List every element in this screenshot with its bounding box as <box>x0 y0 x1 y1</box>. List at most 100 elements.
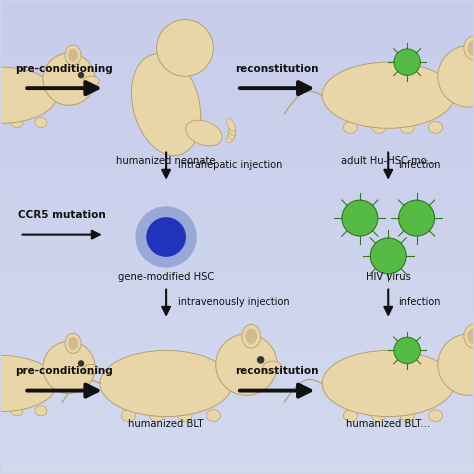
Bar <box>0 246 474 251</box>
Bar <box>0 346 474 350</box>
Ellipse shape <box>226 130 236 143</box>
Bar <box>0 204 474 209</box>
Bar <box>0 232 474 237</box>
Bar <box>0 48 474 53</box>
Bar <box>0 327 474 331</box>
Circle shape <box>156 19 213 76</box>
Bar <box>0 76 474 81</box>
Ellipse shape <box>343 410 357 421</box>
Bar <box>0 450 474 455</box>
Bar <box>0 355 474 360</box>
Ellipse shape <box>226 118 236 131</box>
Bar <box>0 388 474 393</box>
Ellipse shape <box>11 406 23 416</box>
Bar <box>0 426 474 431</box>
Bar <box>0 143 474 147</box>
Bar <box>0 24 474 29</box>
Ellipse shape <box>206 410 220 421</box>
Circle shape <box>394 337 420 364</box>
Bar <box>0 379 474 383</box>
Ellipse shape <box>400 410 414 421</box>
Circle shape <box>394 49 420 75</box>
Ellipse shape <box>228 126 236 140</box>
Bar <box>0 175 474 180</box>
Ellipse shape <box>428 410 443 421</box>
Bar <box>0 19 474 24</box>
Bar <box>0 133 474 138</box>
Circle shape <box>43 341 95 393</box>
Text: intrahepatic injection: intrahepatic injection <box>178 160 283 170</box>
Bar <box>0 383 474 388</box>
Bar <box>0 138 474 143</box>
Ellipse shape <box>65 333 81 354</box>
Bar <box>0 374 474 379</box>
Text: pre-conditioning: pre-conditioning <box>16 64 113 74</box>
Ellipse shape <box>245 328 257 344</box>
Bar <box>0 10 474 15</box>
Circle shape <box>78 72 84 78</box>
Bar <box>0 5 474 10</box>
Text: HIV virus: HIV virus <box>366 272 410 282</box>
Bar <box>0 308 474 313</box>
Bar <box>0 109 474 114</box>
Circle shape <box>438 334 474 395</box>
Bar <box>0 275 474 280</box>
Bar <box>0 95 474 100</box>
Circle shape <box>43 53 95 105</box>
Bar <box>0 38 474 43</box>
Bar <box>0 15 474 19</box>
Ellipse shape <box>68 337 78 350</box>
Bar <box>0 29 474 34</box>
Bar <box>0 161 474 166</box>
Ellipse shape <box>242 324 261 348</box>
Circle shape <box>257 356 264 364</box>
Bar <box>0 436 474 440</box>
Ellipse shape <box>322 62 455 128</box>
Text: humanized BLT: humanized BLT <box>128 419 204 428</box>
Ellipse shape <box>372 410 386 421</box>
Bar <box>0 341 474 346</box>
Bar <box>0 0 474 5</box>
Circle shape <box>342 200 378 236</box>
Ellipse shape <box>464 36 474 60</box>
Bar <box>0 265 474 270</box>
Circle shape <box>146 217 186 257</box>
Ellipse shape <box>186 120 222 146</box>
Bar <box>0 303 474 308</box>
Bar <box>0 86 474 91</box>
Ellipse shape <box>65 45 81 65</box>
Bar <box>0 251 474 256</box>
Bar <box>0 213 474 218</box>
Bar <box>0 57 474 62</box>
Ellipse shape <box>35 406 47 416</box>
Bar <box>0 190 474 194</box>
Bar <box>0 100 474 105</box>
Text: pre-conditioning: pre-conditioning <box>16 366 113 376</box>
Bar <box>0 421 474 426</box>
Bar <box>0 199 474 204</box>
Ellipse shape <box>228 122 236 136</box>
Ellipse shape <box>467 328 474 344</box>
Text: gene-modified HSC: gene-modified HSC <box>118 272 214 282</box>
Bar <box>0 91 474 95</box>
Ellipse shape <box>0 356 57 411</box>
Bar <box>0 407 474 412</box>
Bar <box>0 294 474 299</box>
Bar <box>0 284 474 289</box>
Bar <box>0 228 474 232</box>
Ellipse shape <box>83 365 99 374</box>
Circle shape <box>438 46 474 107</box>
Bar <box>0 417 474 421</box>
Text: infection: infection <box>398 297 440 307</box>
Bar <box>0 53 474 57</box>
Bar <box>0 128 474 133</box>
Bar <box>0 289 474 294</box>
Bar <box>0 124 474 128</box>
Bar <box>0 402 474 407</box>
Bar <box>0 350 474 355</box>
Ellipse shape <box>467 40 474 55</box>
Bar <box>0 152 474 156</box>
Bar <box>0 270 474 275</box>
Ellipse shape <box>400 121 414 133</box>
Bar <box>0 464 474 469</box>
